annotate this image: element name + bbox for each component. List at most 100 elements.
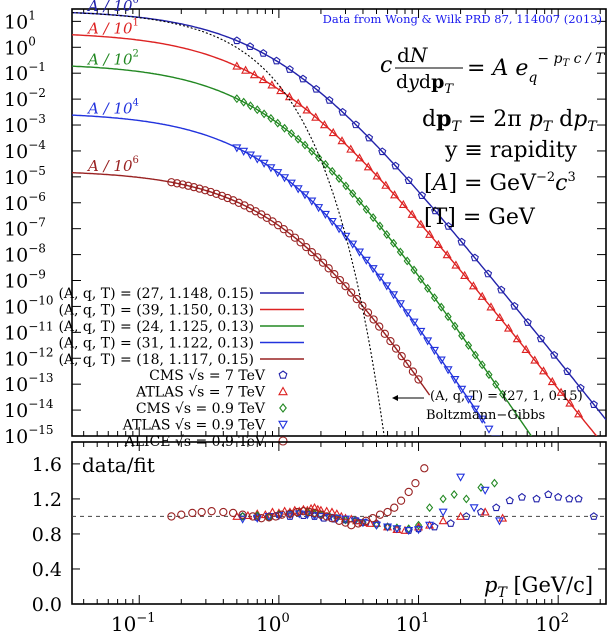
data-point — [337, 136, 347, 145]
data-point — [363, 308, 373, 317]
x-tick-label: 10−1 — [111, 611, 156, 636]
data-point — [346, 288, 356, 297]
data-point — [444, 221, 453, 230]
data-point — [417, 274, 425, 284]
data-points-2 — [233, 94, 507, 399]
ratio-point — [299, 507, 308, 516]
main-frame — [71, 8, 607, 437]
data-point — [521, 344, 531, 353]
data-point — [268, 217, 277, 226]
data-point — [273, 169, 283, 178]
fit-curve-2 — [72, 65, 533, 436]
data-point — [313, 253, 322, 262]
data-point — [290, 233, 300, 242]
data-point — [433, 239, 443, 249]
ratio-point — [285, 511, 295, 520]
data-point — [298, 74, 308, 83]
y-tick-label: 10−7 — [4, 216, 46, 241]
fit-curve-4 — [72, 172, 431, 396]
data-points-1 — [232, 61, 584, 418]
data-point — [376, 221, 384, 231]
ratio-panel: 10−1 100 101 102 0.0 0.4 0.8 1.2 1.6 data/fit pT [… — [32, 441, 607, 636]
ratio-point — [316, 510, 326, 519]
data-point — [307, 197, 317, 206]
ratio-point — [383, 507, 392, 517]
ratio-point — [277, 510, 286, 519]
data-point — [287, 129, 295, 139]
data-point — [451, 321, 459, 331]
ratio-point — [371, 521, 382, 530]
data-point — [369, 213, 377, 223]
data-point — [410, 265, 418, 275]
ratio-point — [480, 507, 490, 516]
ratio-point — [375, 510, 385, 519]
ratio-point — [494, 517, 505, 526]
data-point — [416, 327, 426, 337]
legend-fit-label: (A, q, T) = (39, 1.150, 0.13) — [58, 303, 254, 319]
ratio-point — [390, 503, 399, 512]
data-point — [375, 273, 385, 282]
data-point — [443, 366, 453, 375]
scale-label-4: A / 106 — [86, 155, 139, 175]
data-point — [556, 387, 566, 396]
data-point — [245, 151, 256, 160]
ratio-point — [392, 525, 402, 534]
data-point — [280, 174, 290, 183]
data-point — [354, 153, 365, 162]
data-point — [429, 346, 440, 356]
data-point — [300, 191, 310, 200]
data-point — [510, 301, 519, 310]
data-point — [320, 210, 330, 220]
ratio-point — [462, 494, 470, 504]
data-point — [249, 70, 259, 79]
data-point — [450, 375, 460, 385]
data-point — [565, 398, 575, 407]
data-point — [324, 264, 333, 273]
data-point — [471, 350, 479, 360]
data-point — [383, 230, 391, 240]
ratio-point — [456, 473, 466, 482]
data-point — [302, 105, 312, 114]
data-point — [319, 120, 330, 129]
data-point — [259, 49, 268, 57]
data-point — [252, 155, 262, 164]
ratio-point — [574, 494, 583, 503]
data-point — [341, 232, 351, 241]
legend-data-label: ATLAS √s = 0.9 TeV — [122, 418, 266, 434]
data-point — [437, 302, 445, 312]
data-point — [229, 196, 238, 205]
ratio-point — [327, 514, 337, 523]
x-tick-label: 102 — [535, 611, 569, 636]
y-tick-label: 10−1 — [4, 60, 46, 85]
data-point — [314, 204, 324, 213]
data-point — [274, 118, 282, 128]
data-point — [536, 334, 546, 343]
y-tick-label: 10−14 — [4, 397, 54, 422]
data-point — [312, 84, 321, 93]
legend-marker — [278, 370, 288, 379]
data-point — [308, 146, 316, 156]
data-point — [451, 260, 461, 269]
ratio-y-tick-label: 0.0 — [32, 594, 62, 616]
data-point — [293, 185, 303, 194]
y-tick-label: 10−3 — [4, 112, 46, 137]
data-point — [232, 144, 242, 153]
data-point — [200, 186, 210, 195]
legend-data-label: ATLAS √s = 7 TeV — [135, 385, 266, 401]
data-point — [404, 176, 413, 184]
ratio-point — [292, 507, 302, 517]
data-point — [286, 179, 296, 188]
scale-label-1: A / 101 — [86, 17, 139, 37]
ratio-ylabel: data/fit — [82, 453, 155, 477]
ratio-point — [352, 516, 362, 525]
data-point — [206, 187, 215, 197]
ratio-point — [383, 523, 393, 532]
data-point — [279, 225, 288, 234]
ratio-point — [347, 521, 356, 530]
data-point — [307, 247, 316, 257]
data-point — [430, 293, 439, 303]
data-point — [499, 446, 506, 452]
data-point — [423, 337, 433, 346]
y-tick-label: 10−4 — [4, 138, 46, 163]
data-point — [355, 196, 364, 206]
